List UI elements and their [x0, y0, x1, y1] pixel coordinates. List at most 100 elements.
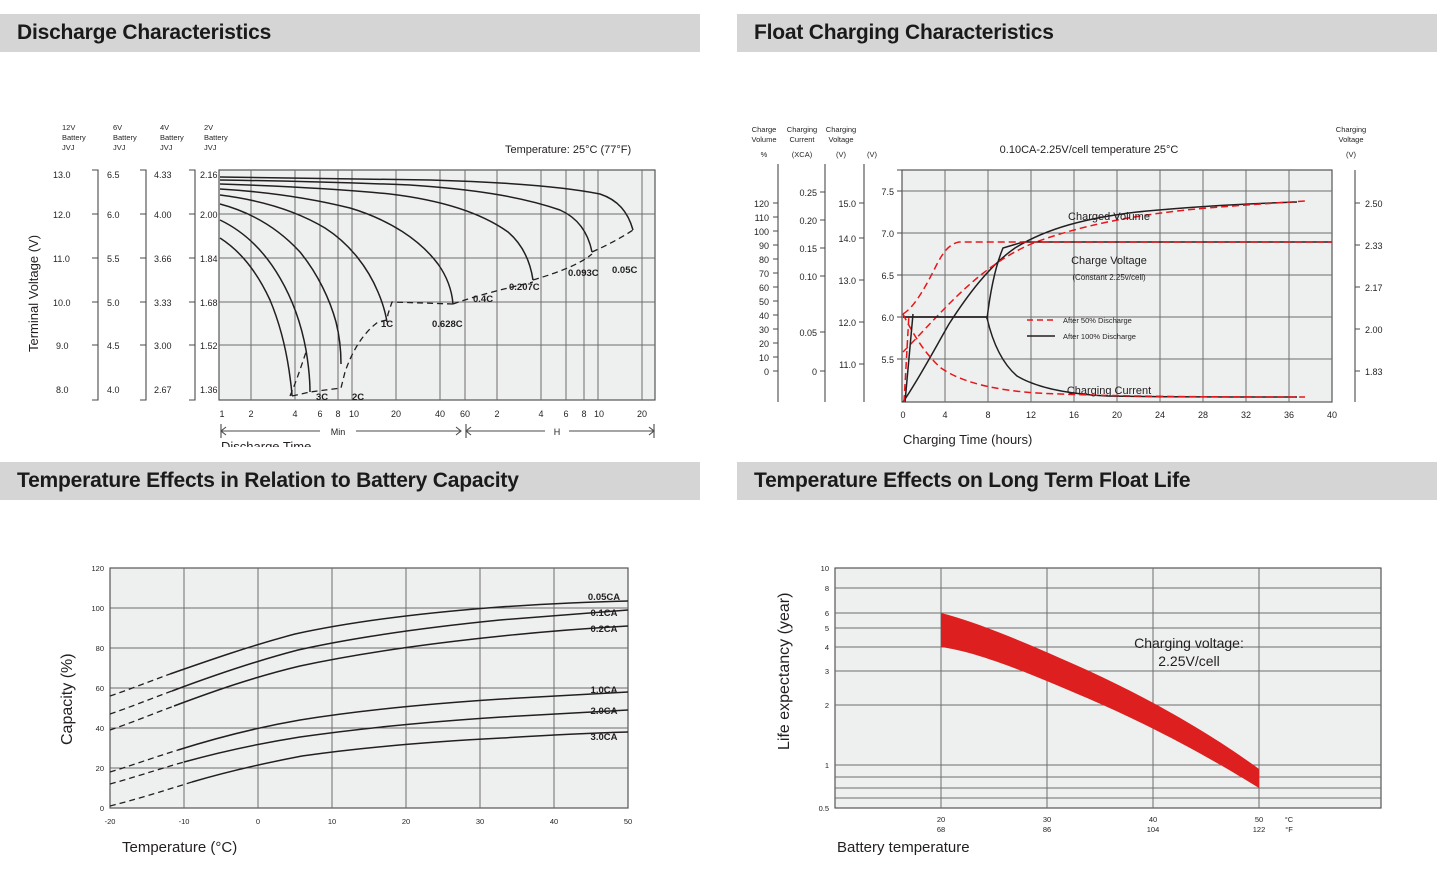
svg-text:2C: 2C: [352, 392, 364, 403]
svg-text:2.00: 2.00: [200, 210, 218, 220]
discharge-range-hour: H: [554, 427, 561, 437]
svg-text:50: 50: [759, 297, 769, 307]
voltage-scale-12v: 13.0 12.0 11.0 10.0 9.0 8.0: [53, 169, 99, 401]
svg-text:4.0: 4.0: [107, 385, 120, 395]
scale-12v-l1: 12V: [62, 123, 75, 132]
panel-float-title: Float Charging Characteristics: [737, 14, 1437, 52]
svg-text:10: 10: [821, 564, 829, 573]
capacity-chart: Capacity (%) 120 100 80 60 40 20 0: [0, 500, 700, 875]
voltage-scale-6v: 6.5 6.0 5.5 5.0 4.5 4.0: [107, 169, 147, 401]
svg-text:5.0: 5.0: [107, 298, 120, 308]
svg-text:68: 68: [937, 825, 945, 834]
svg-text:7.5: 7.5: [881, 187, 894, 197]
svg-text:8.0: 8.0: [56, 385, 69, 395]
svg-text:4.5: 4.5: [107, 341, 120, 351]
svg-text:1: 1: [219, 409, 224, 419]
panel-discharge-title: Discharge Characteristics: [0, 14, 700, 52]
float-scale-percent: 120 110 100 90 80 70 60 50 40 30 20 10 0: [754, 164, 779, 402]
svg-text:50: 50: [624, 817, 632, 826]
float-annot-charging-current: Charging Current: [1067, 385, 1151, 397]
svg-text:6.5: 6.5: [881, 271, 894, 281]
scale-2v-l3: JVJ: [204, 143, 217, 152]
svg-text:4: 4: [825, 643, 829, 652]
scale-6v-l1: 6V: [113, 123, 122, 132]
svg-text:40: 40: [759, 311, 769, 321]
svg-text:0.5: 0.5: [819, 804, 829, 813]
float-note: 0.10CA-2.25V/cell temperature 25°C: [1000, 144, 1179, 156]
svg-text:1C: 1C: [381, 319, 393, 330]
float-left-headers: Charge Volume % Charging Current (XCA) C…: [751, 125, 1366, 159]
svg-text:100: 100: [91, 604, 104, 613]
svg-text:20: 20: [402, 817, 410, 826]
svg-text:20: 20: [391, 409, 401, 419]
svg-text:8: 8: [335, 409, 340, 419]
svg-text:0.628C: 0.628C: [432, 319, 463, 330]
svg-text:(V): (V): [836, 150, 847, 159]
floatlife-x-ticks: 20 68 30 86 40 104 50 122 °C °F: [937, 815, 1294, 834]
svg-text:Charging: Charging: [826, 125, 856, 134]
svg-text:0: 0: [256, 817, 260, 826]
scale-12v-l3: JVJ: [62, 143, 75, 152]
svg-text:3C: 3C: [316, 392, 328, 403]
float-legend: After 50% Discharge After 100% Discharge: [1027, 316, 1136, 341]
float-scale-voltage6: 7.5 7.0 6.5 6.0 5.5: [881, 187, 894, 365]
svg-text:2.00: 2.00: [1365, 325, 1383, 335]
svg-text:20: 20: [759, 339, 769, 349]
svg-text:5: 5: [825, 624, 829, 633]
float-annot-charged-volume: Charged Volume: [1068, 211, 1150, 223]
legend-label-50: After 50% Discharge: [1063, 316, 1132, 325]
svg-text:0: 0: [812, 367, 817, 377]
svg-text:6: 6: [563, 409, 568, 419]
svg-text:2.50: 2.50: [1365, 199, 1383, 209]
svg-text:9.0: 9.0: [56, 341, 69, 351]
svg-text:4: 4: [942, 410, 947, 420]
float-scale-right: 2.50 2.33 2.17 2.00 1.83: [1354, 170, 1383, 402]
scale-2v-l1: 2V: [204, 123, 213, 132]
discharge-endpoint-envelope: [291, 229, 634, 397]
float-curves: [902, 200, 1332, 403]
svg-text:40: 40: [550, 817, 558, 826]
svg-text:80: 80: [96, 644, 104, 653]
svg-text:0.10: 0.10: [799, 272, 817, 282]
svg-text:104: 104: [1147, 825, 1160, 834]
svg-text:2.67: 2.67: [154, 385, 172, 395]
svg-text:11.0: 11.0: [53, 254, 70, 264]
float-x-axis-label: Charging Time (hours): [903, 432, 1032, 447]
svg-text:12: 12: [1026, 410, 1036, 420]
svg-text:70: 70: [759, 269, 769, 279]
svg-text:20: 20: [637, 409, 647, 419]
discharge-chart: 12V Battery JVJ 6V Battery JVJ 4V Batter…: [0, 52, 700, 447]
svg-text:4.33: 4.33: [154, 170, 172, 180]
svg-text:0.1CA: 0.1CA: [591, 608, 618, 619]
float-scale-voltage12: 15.0 14.0 13.0 12.0 11.0: [838, 164, 865, 402]
svg-text:2.33: 2.33: [1365, 241, 1383, 251]
svg-text:11.0: 11.0: [839, 360, 856, 370]
svg-text:7.0: 7.0: [881, 229, 894, 239]
svg-text:1.68: 1.68: [200, 298, 218, 308]
svg-text:3.33: 3.33: [154, 298, 172, 308]
svg-text:2.0CA: 2.0CA: [591, 706, 618, 717]
svg-text:Charge: Charge: [752, 125, 777, 134]
panel-float: Float Charging Characteristics Charge Vo…: [737, 14, 1437, 447]
discharge-curve-labels: 3C 2C 1C 0.628C 0.4C 0.207C 0.093C 0.05C: [316, 265, 637, 403]
svg-text:60: 60: [759, 283, 769, 293]
floatlife-chart: Life expectancy (year) 10 8 6 5 4 3 2 1 …: [737, 500, 1437, 875]
floatlife-annot-line1: Charging voltage:: [1134, 635, 1244, 651]
svg-text:5.5: 5.5: [107, 254, 120, 264]
svg-text:1.52: 1.52: [200, 341, 218, 351]
svg-text:20: 20: [1112, 410, 1122, 420]
scale-4v-l1: 4V: [160, 123, 169, 132]
svg-text:32: 32: [1241, 410, 1251, 420]
svg-text:0: 0: [764, 367, 769, 377]
svg-text:10.0: 10.0: [53, 298, 71, 308]
svg-text:0.4C: 0.4C: [473, 294, 493, 305]
svg-text:36: 36: [1284, 410, 1294, 420]
svg-text:12.0: 12.0: [53, 210, 71, 220]
svg-text:10: 10: [349, 409, 359, 419]
floatlife-annot-line2: 2.25V/cell: [1158, 653, 1219, 669]
svg-text:100: 100: [754, 227, 769, 237]
legend-label-100: After 100% Discharge: [1063, 332, 1136, 341]
svg-text:40: 40: [1149, 815, 1157, 824]
svg-text:Charging: Charging: [787, 125, 817, 134]
svg-text:60: 60: [96, 684, 104, 693]
